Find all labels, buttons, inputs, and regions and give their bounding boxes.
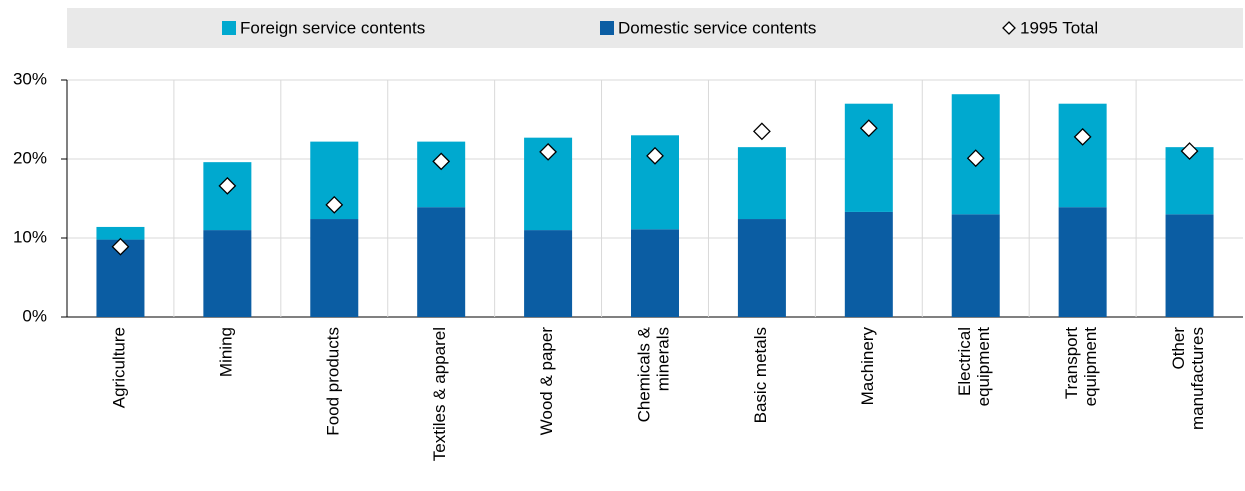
legend-label: 1995 Total xyxy=(1020,18,1098,37)
bar xyxy=(524,230,573,317)
bar xyxy=(1058,207,1107,317)
marker xyxy=(1180,142,1199,161)
y-tick-label: 30% xyxy=(13,69,47,88)
marker xyxy=(111,237,130,256)
x-tick-label: Othermanufactures xyxy=(1170,327,1208,430)
y-tick-label: 20% xyxy=(13,148,47,167)
bar xyxy=(951,214,1000,317)
bar xyxy=(310,219,359,317)
x-tick-label: Electricalequipment xyxy=(956,327,994,407)
marker xyxy=(218,176,237,195)
bar xyxy=(96,226,145,240)
marker xyxy=(1073,127,1092,146)
bar xyxy=(631,229,679,317)
marker xyxy=(432,152,451,171)
legend-background xyxy=(67,8,1243,48)
y-tick-label: 0% xyxy=(22,306,47,325)
x-tick-label: Mining xyxy=(217,327,236,377)
bar xyxy=(737,219,786,317)
legend-marker xyxy=(1002,21,1016,35)
marker xyxy=(325,195,344,214)
legend-swatch xyxy=(600,21,614,35)
x-tick-label: Textiles & apparel xyxy=(431,327,450,461)
legend-label: Foreign service contents xyxy=(240,18,425,37)
legend-label: Domestic service contents xyxy=(618,18,816,37)
marker xyxy=(859,119,878,138)
x-tick-label: Chemicals &minerals xyxy=(635,326,673,422)
bar xyxy=(203,230,252,317)
x-tick-label: Wood & paper xyxy=(538,327,557,436)
x-tick-label: Transportequipment xyxy=(1063,327,1101,407)
bar xyxy=(844,211,893,317)
x-tick-label: Machinery xyxy=(858,327,877,406)
x-tick-label: Agriculture xyxy=(110,327,129,408)
x-tick-label: Food products xyxy=(324,327,343,436)
bar xyxy=(1165,214,1214,317)
marker xyxy=(966,149,985,168)
bar xyxy=(1058,103,1107,208)
y-tick-label: 10% xyxy=(13,227,47,246)
marker xyxy=(646,146,664,165)
bar xyxy=(737,147,786,220)
legend-swatch xyxy=(222,21,236,35)
bar xyxy=(417,141,466,208)
x-tick-label: Basic metals xyxy=(751,327,770,423)
bar xyxy=(203,162,252,231)
bar xyxy=(417,207,466,317)
marker xyxy=(539,142,558,161)
marker xyxy=(752,122,771,141)
